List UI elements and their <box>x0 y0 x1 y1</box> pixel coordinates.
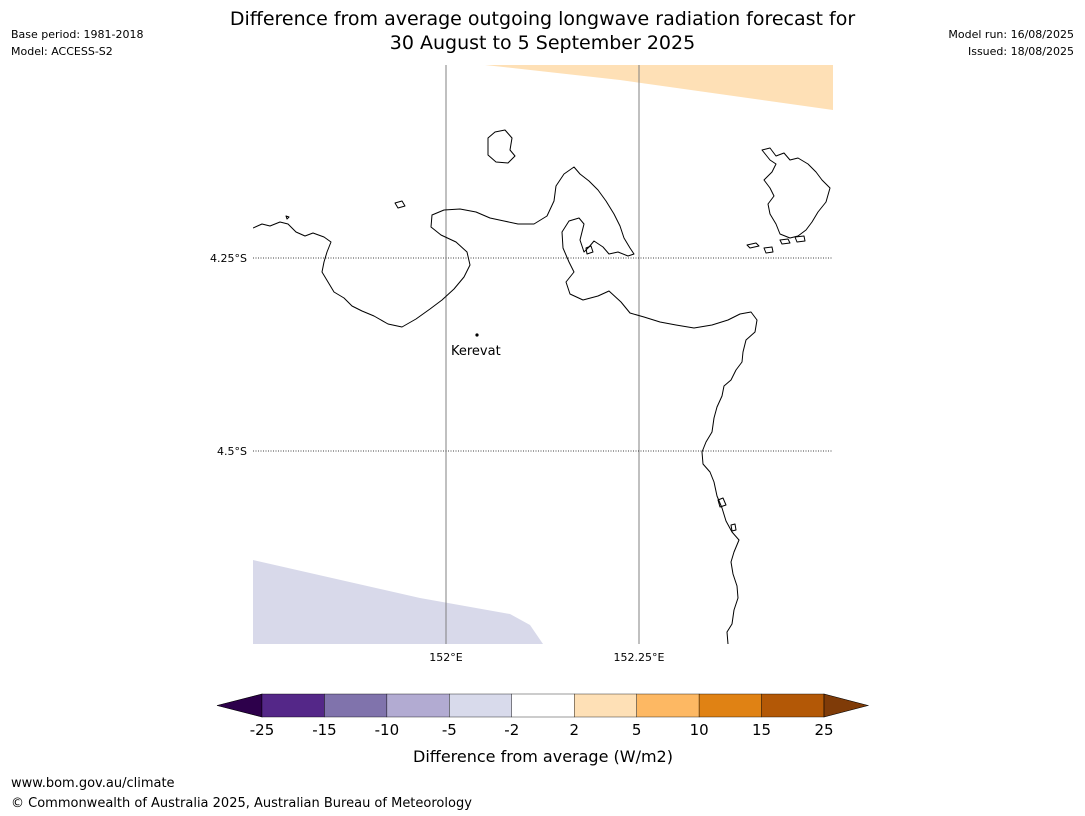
coastline-mainland <box>253 166 758 644</box>
model-run: Model run: 16/08/2025 <box>948 28 1074 41</box>
colorbar-bin <box>574 693 637 718</box>
lon-label-152-25: 152.25°E <box>614 651 665 664</box>
coastline-north-island <box>487 129 516 164</box>
issued-date: Issued: 18/08/2025 <box>967 45 1074 58</box>
colorbar-tick-label: -15 <box>312 721 337 739</box>
model-name: Model: ACCESS-S2 <box>11 45 113 58</box>
colorbar-bin <box>449 693 512 718</box>
colorbar-tick-label: 25 <box>814 721 833 739</box>
colorbar-bin <box>698 693 762 718</box>
colorbar-tick-label: -25 <box>250 721 275 739</box>
coastlines <box>253 129 831 644</box>
colorbar-tick-label: 2 <box>569 721 579 739</box>
colorbar-extend-low <box>216 693 263 718</box>
coastline-islet-a <box>746 242 760 249</box>
colorbar-bin <box>511 693 575 718</box>
title-line-2: 30 August to 5 September 2025 <box>389 32 696 54</box>
negative-anomaly-region <box>253 560 543 644</box>
coastline-islet-e <box>585 245 594 255</box>
colorbar-tick-label: 5 <box>632 721 642 739</box>
map-area <box>253 65 833 644</box>
colorbar-tick-label: 10 <box>690 721 709 739</box>
colorbar-bin <box>261 693 325 718</box>
footer-copyright: © Commonwealth of Australia 2025, Austra… <box>11 796 472 811</box>
colorbar-tick-label: -10 <box>375 721 400 739</box>
colorbar-tick-labels: -25 -15 -10 -5 -2 2 5 10 15 25 <box>250 721 834 739</box>
coastline-kerevat-point-islet <box>285 215 290 220</box>
meta-left: Base period: 1981-2018 Model: ACCESS-S2 <box>11 26 143 60</box>
colorbar-tick-label: -5 <box>442 721 457 739</box>
base-period: Base period: 1981-2018 <box>11 28 144 41</box>
colorbar-title: Difference from average (W/m2) <box>413 747 673 766</box>
chart-title: Difference from average outgoing longwav… <box>0 7 1085 55</box>
lat-label-4-25: 4.25°S <box>210 252 247 265</box>
coastline-small-islet <box>394 200 406 209</box>
coastline-islet-c <box>779 238 791 245</box>
meta-right: Model run: 16/08/2025 Issued: 18/08/2025 <box>948 26 1074 60</box>
lat-label-4-5: 4.5°S <box>217 445 247 458</box>
colorbar-bin <box>636 693 700 718</box>
positive-anomaly-region <box>485 65 833 110</box>
coastline-islet-f <box>717 497 727 508</box>
coastline-islet-g <box>730 523 737 532</box>
coastline-islet-b <box>763 246 774 254</box>
coastline-islet-d <box>794 235 806 243</box>
kerevat-label: Kerevat <box>451 344 501 359</box>
colorbar <box>216 693 870 718</box>
colorbar-tick-label: 15 <box>752 721 771 739</box>
colorbar-bin <box>386 693 450 718</box>
colorbar-extend-high <box>823 693 870 718</box>
footer-url: www.bom.gov.au/climate <box>11 776 175 791</box>
colorbar-bin <box>324 693 388 718</box>
coastline-duke-of-york <box>761 147 831 239</box>
title-line-1: Difference from average outgoing longwav… <box>229 8 856 30</box>
colorbar-bin <box>761 693 825 718</box>
colorbar-tick-label: -2 <box>504 721 519 739</box>
kerevat-marker <box>475 333 479 337</box>
lon-label-152: 152°E <box>429 651 462 664</box>
